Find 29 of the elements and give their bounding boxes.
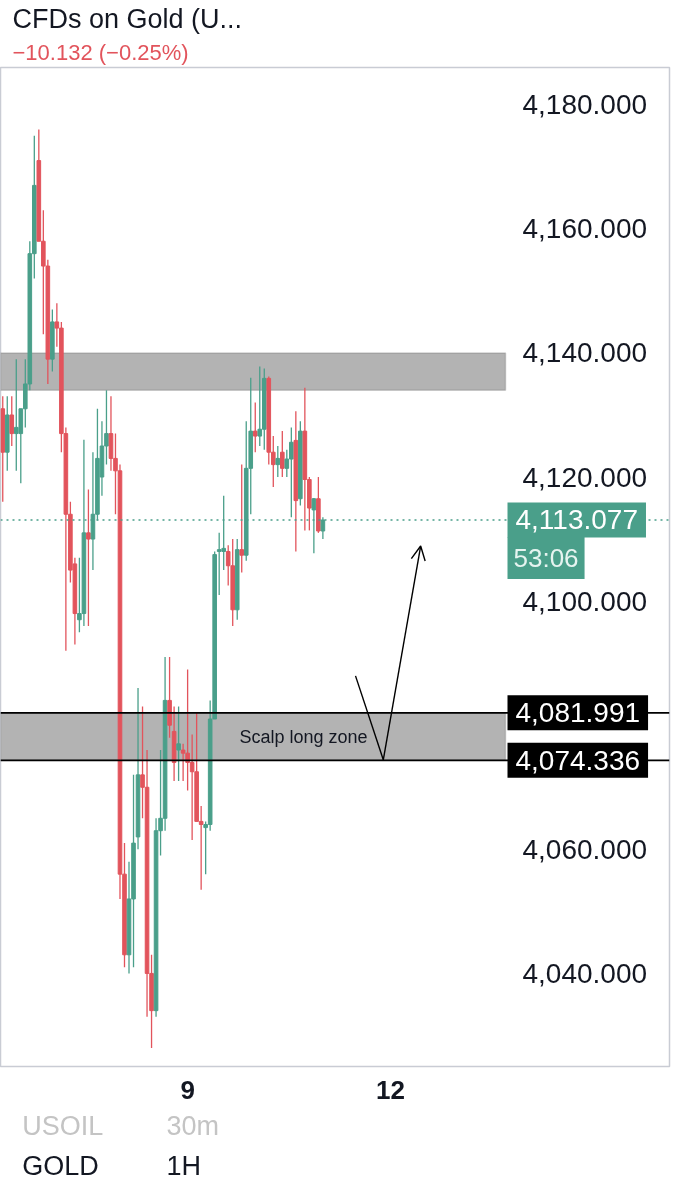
- y-tick-label: 4,100.000: [522, 585, 648, 617]
- y-tick-label: 4,180.000: [522, 89, 648, 121]
- y-tick-label: 4,140.000: [522, 337, 648, 369]
- y-tick-label: 4,040.000: [522, 957, 648, 989]
- ref-line-label: 4,081.991: [515, 697, 641, 729]
- x-tick-label: 9: [180, 1074, 195, 1105]
- text: GOLD: [22, 1150, 99, 1181]
- band-label: Scalp long zone: [239, 726, 368, 747]
- text: 30m: [166, 1110, 220, 1141]
- candlestick: [280, 430, 285, 478]
- chart-subtitle: −10.132 (−0.25%): [12, 39, 189, 65]
- text: USOIL: [22, 1110, 104, 1141]
- candlestick: [216, 532, 222, 596]
- text: 1H: [166, 1150, 202, 1181]
- y-tick-label: 4,160.000: [522, 213, 648, 245]
- ref-line-label: 4,074.336: [515, 744, 641, 776]
- candlestick: [176, 705, 181, 782]
- candlestick: [257, 365, 263, 447]
- ref-line-label: 4,113.077: [515, 504, 638, 536]
- candlestick: [239, 463, 245, 574]
- x-tick-label: 12: [376, 1074, 405, 1105]
- chart-title: CFDs on Gold (U...: [12, 3, 243, 34]
- text: 53:06: [513, 542, 579, 573]
- y-tick-label: 4,120.000: [522, 461, 648, 493]
- candlestick: [252, 401, 258, 453]
- candlestick: [86, 488, 91, 627]
- candlestick: [275, 445, 281, 478]
- candlestick: [9, 395, 15, 447]
- y-tick-label: 4,060.000: [522, 833, 648, 865]
